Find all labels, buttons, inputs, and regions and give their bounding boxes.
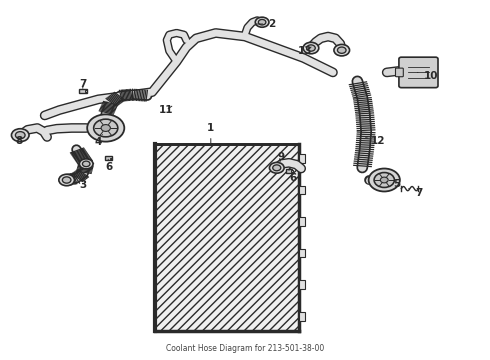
Circle shape <box>62 177 71 183</box>
FancyBboxPatch shape <box>399 57 438 87</box>
Circle shape <box>334 44 349 56</box>
Circle shape <box>79 159 93 169</box>
Bar <box>79 89 87 93</box>
Bar <box>110 158 112 159</box>
Bar <box>299 280 305 289</box>
Circle shape <box>258 19 266 25</box>
Text: 7: 7 <box>79 79 86 89</box>
Circle shape <box>374 172 394 188</box>
Text: 9: 9 <box>278 152 285 162</box>
Bar <box>299 217 305 226</box>
Circle shape <box>380 177 388 183</box>
Bar <box>155 144 299 330</box>
Circle shape <box>59 174 74 186</box>
Circle shape <box>82 161 90 167</box>
Text: 1: 1 <box>207 123 215 143</box>
Bar <box>299 312 305 320</box>
Circle shape <box>101 125 110 131</box>
Text: Coolant Hose Diagram for 213-501-38-00: Coolant Hose Diagram for 213-501-38-00 <box>166 344 324 353</box>
Circle shape <box>303 42 319 54</box>
FancyBboxPatch shape <box>395 68 403 77</box>
Circle shape <box>87 114 124 141</box>
Text: 6: 6 <box>289 170 296 183</box>
Bar <box>85 90 88 92</box>
Text: 8: 8 <box>16 136 23 145</box>
Text: 11: 11 <box>159 105 173 115</box>
Bar <box>299 186 305 194</box>
Bar <box>105 157 112 161</box>
Circle shape <box>338 47 346 53</box>
Text: 5: 5 <box>387 179 400 189</box>
Circle shape <box>11 129 29 141</box>
Circle shape <box>15 132 25 139</box>
Text: 13: 13 <box>298 46 312 56</box>
Bar <box>286 169 292 173</box>
Text: 2: 2 <box>256 19 275 29</box>
Circle shape <box>270 162 284 173</box>
Text: 12: 12 <box>366 136 385 145</box>
Circle shape <box>94 119 118 137</box>
Bar <box>299 154 305 163</box>
Circle shape <box>307 45 315 51</box>
Circle shape <box>273 165 281 171</box>
Text: 6: 6 <box>105 159 113 172</box>
Text: 7: 7 <box>409 188 422 198</box>
Bar <box>291 170 293 172</box>
Text: 3: 3 <box>76 175 86 190</box>
Circle shape <box>368 168 400 192</box>
Bar <box>299 249 305 257</box>
Text: 10: 10 <box>417 71 438 81</box>
Circle shape <box>255 17 269 27</box>
Text: 4: 4 <box>95 134 102 147</box>
